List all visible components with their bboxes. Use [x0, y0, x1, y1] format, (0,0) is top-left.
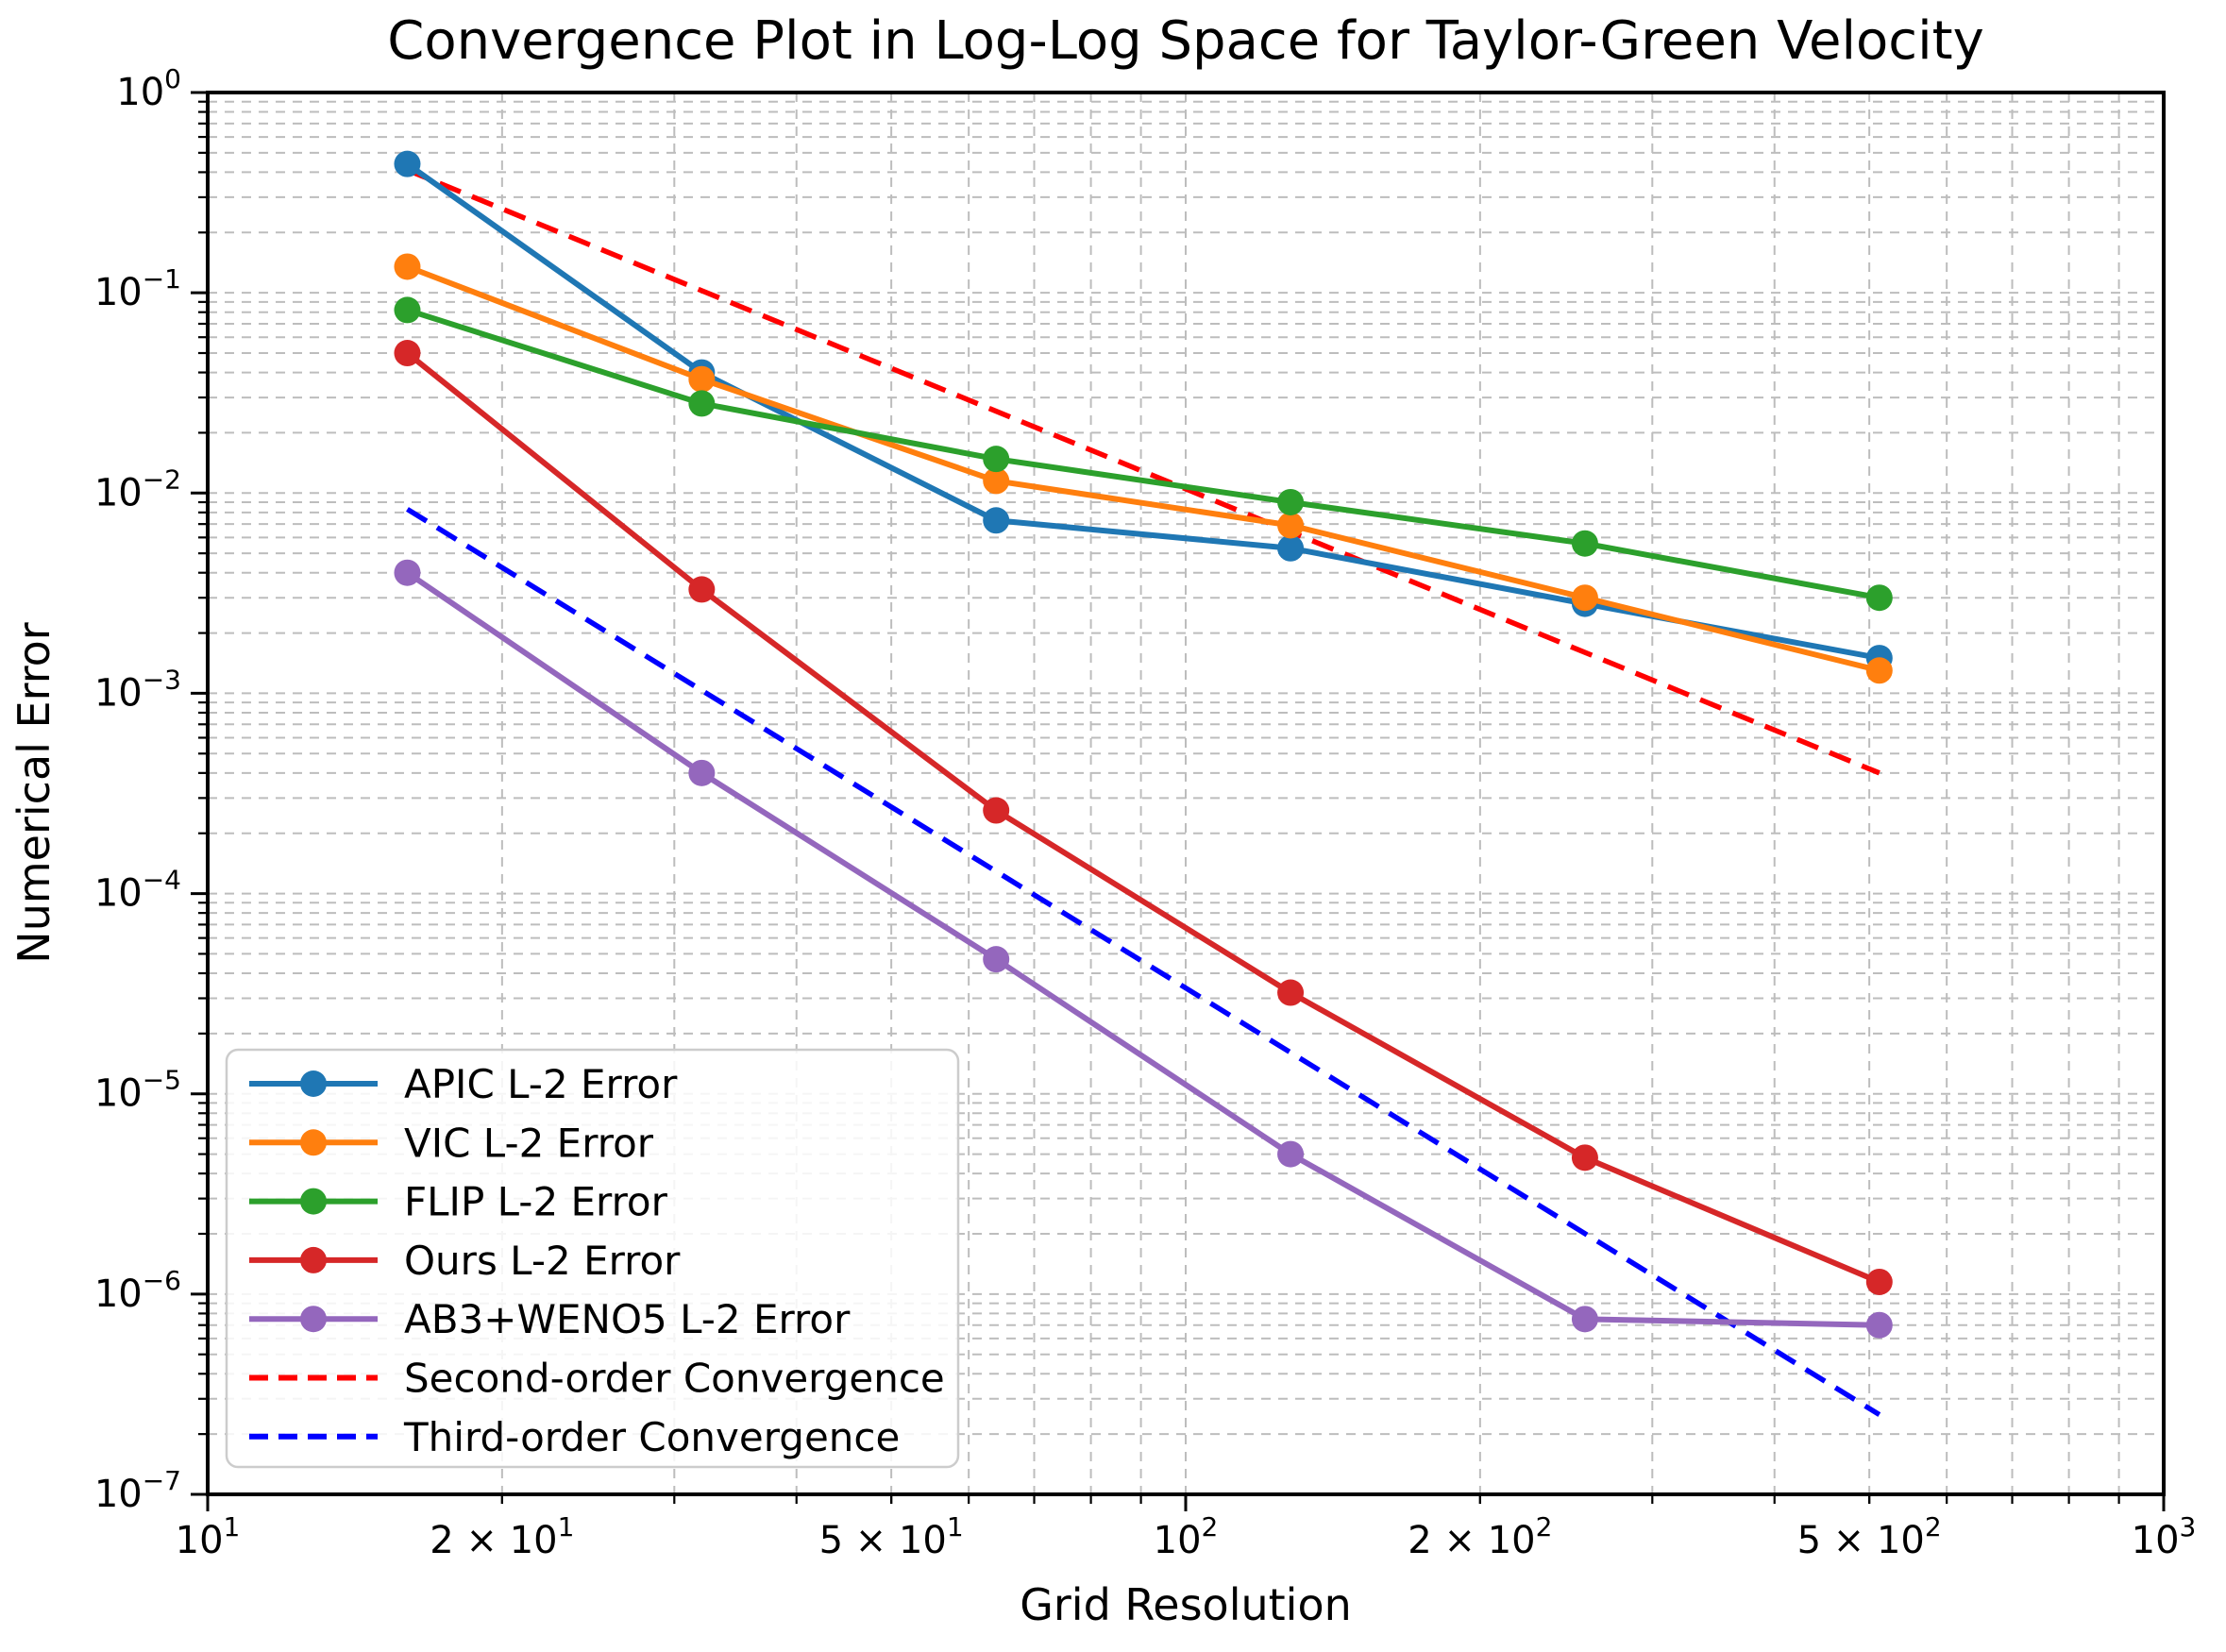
x-tick-label: 101 [176, 1511, 241, 1562]
legend: APIC L-2 Error VIC L-2 Error FLIP L-2 Erro… [225, 1048, 960, 1469]
marker-flip-l-2-error-128 [1277, 488, 1305, 515]
marker-ab3-weno5-l-2-error-16 [394, 559, 421, 586]
legend-item-vic-l-2-error: VIC L-2 Error [249, 1120, 654, 1166]
y-tick-labels: 100 10−1 10−2 10−3 10−4 10−5 10−6 10−7 [94, 63, 181, 1516]
legend-item-ours-l-2-error: Ours L-2 Error [249, 1238, 681, 1284]
legend-label: Third-order Convergence [403, 1414, 900, 1460]
y-tick-label: 10−7 [94, 1465, 181, 1516]
legend-item-third-order-convergence: Third-order Convergence [249, 1414, 900, 1460]
x-tick-label: 2 × 101 [430, 1511, 574, 1562]
marker-vic-l-2-error-64 [983, 467, 1010, 495]
x-tick-label: 2 × 102 [1408, 1511, 1552, 1562]
marker-apic-l-2-error-16 [394, 150, 421, 177]
legend-label: APIC L-2 Error [404, 1061, 678, 1107]
y-tick-label: 100 [116, 63, 181, 114]
legend-label: VIC L-2 Error [404, 1120, 654, 1166]
marker-apic-l-2-error-64 [983, 507, 1010, 534]
legend-item-flip-l-2-error: FLIP L-2 Error [249, 1179, 668, 1225]
legend-label: AB3+WENO5 L-2 Error [404, 1296, 851, 1342]
y-axis-label: Numerical Error [8, 622, 59, 963]
series-ours-l-2-error [394, 340, 1893, 1295]
x-tick-label: 103 [2132, 1511, 2197, 1562]
y-tick-label: 10−5 [94, 1065, 181, 1116]
legend-swatch-marker [300, 1129, 327, 1156]
y-tick-label: 10−4 [94, 865, 181, 916]
marker-flip-l-2-error-256 [1571, 530, 1598, 557]
marker-ours-l-2-error-256 [1571, 1144, 1598, 1172]
marker-ours-l-2-error-512 [1865, 1268, 1893, 1295]
legend-item-apic-l-2-error: APIC L-2 Error [249, 1061, 678, 1107]
legend-label: Second-order Convergence [404, 1356, 945, 1402]
marker-apic-l-2-error-128 [1277, 534, 1305, 562]
y-tick-label: 10−1 [94, 263, 181, 314]
x-axis-label: Grid Resolution [1020, 1579, 1352, 1630]
legend-swatch-marker [300, 1306, 327, 1333]
marker-ab3-weno5-l-2-error-32 [688, 759, 716, 786]
y-tick-label: 10−3 [94, 664, 181, 715]
legend-swatch-marker [300, 1070, 327, 1097]
y-tick-label: 10−2 [94, 464, 181, 514]
legend-item-ab3-weno5-l-2-error: AB3+WENO5 L-2 Error [249, 1296, 851, 1342]
x-tick-label: 5 × 101 [819, 1511, 964, 1562]
legend-swatch-marker [300, 1188, 327, 1215]
marker-ours-l-2-error-64 [983, 797, 1010, 824]
marker-ab3-weno5-l-2-error-64 [983, 946, 1010, 973]
chart-title: Convergence Plot in Log-Log Space for Ta… [387, 10, 1984, 72]
refline-second-order-convergence [406, 167, 1880, 776]
marker-ours-l-2-error-16 [394, 340, 421, 367]
marker-vic-l-2-error-16 [394, 253, 421, 280]
series-apic-l-2-error [394, 150, 1893, 672]
legend-label: Ours L-2 Error [404, 1238, 681, 1284]
ticks [191, 91, 2166, 1511]
x-tick-label: 102 [1154, 1511, 1219, 1562]
marker-vic-l-2-error-32 [688, 365, 716, 393]
marker-ab3-weno5-l-2-error-128 [1277, 1140, 1305, 1168]
legend-swatch-marker [300, 1246, 327, 1273]
marker-vic-l-2-error-256 [1571, 584, 1598, 612]
x-tick-labels: 101 2 × 101 5 × 101 102 2 × 102 5 × 102 103 [176, 1511, 2197, 1562]
marker-ab3-weno5-l-2-error-256 [1571, 1306, 1598, 1333]
refline-third-order-convergence [406, 507, 1881, 1417]
marker-flip-l-2-error-32 [688, 390, 716, 417]
marker-ours-l-2-error-32 [688, 576, 716, 603]
legend-item-second-order-convergence: Second-order Convergence [249, 1356, 945, 1402]
marker-ab3-weno5-l-2-error-512 [1865, 1311, 1893, 1339]
marker-vic-l-2-error-512 [1865, 657, 1893, 684]
series-vic-l-2-error [394, 253, 1893, 684]
marker-ours-l-2-error-128 [1277, 979, 1305, 1006]
series-flip-l-2-error [394, 296, 1893, 612]
marker-flip-l-2-error-64 [983, 446, 1010, 473]
marker-flip-l-2-error-16 [394, 296, 421, 324]
legend-box [225, 1048, 960, 1469]
plot-area: 101 2 × 101 5 × 101 102 2 × 102 5 × 102 103 100… [94, 63, 2197, 1562]
marker-vic-l-2-error-128 [1277, 512, 1305, 539]
x-tick-label: 5 × 102 [1797, 1511, 1942, 1562]
marker-flip-l-2-error-512 [1865, 584, 1893, 612]
y-tick-label: 10−6 [94, 1265, 181, 1316]
legend-label: FLIP L-2 Error [404, 1179, 668, 1225]
series-ab3-weno5-l-2-error [394, 559, 1893, 1339]
